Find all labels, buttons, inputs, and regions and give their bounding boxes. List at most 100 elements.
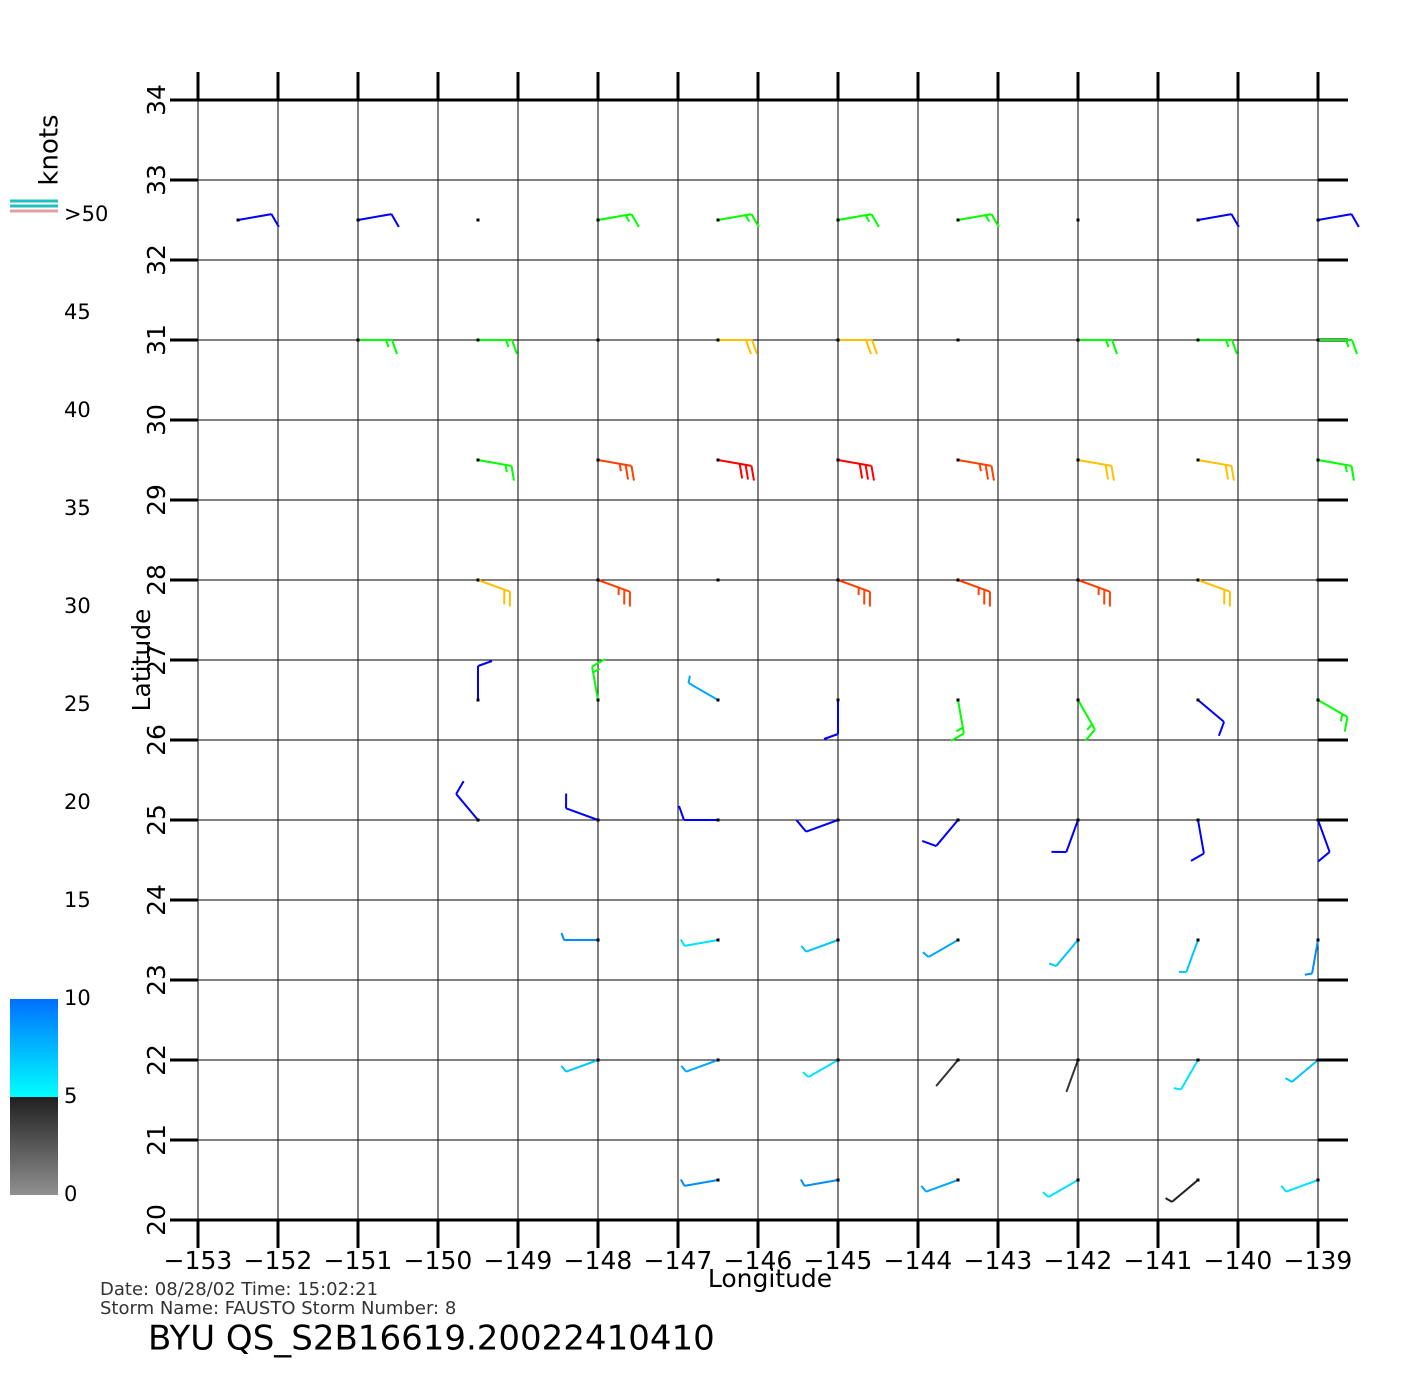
barb-shape bbox=[560, 1059, 599, 1073]
wind-barb bbox=[1196, 578, 1231, 607]
barb-base bbox=[836, 338, 840, 342]
x-tick-label: −145 bbox=[804, 1246, 873, 1275]
wind-barb bbox=[1316, 213, 1360, 228]
wind-barb bbox=[1196, 458, 1235, 481]
barb-base bbox=[956, 218, 960, 222]
barb-shape bbox=[560, 932, 598, 941]
barb-shape bbox=[800, 939, 839, 953]
colorbar-tick-label: 0 bbox=[64, 1182, 77, 1206]
barb-base bbox=[476, 218, 480, 222]
wind-barb bbox=[1076, 458, 1115, 481]
wind-barb bbox=[922, 938, 960, 958]
barb-shape bbox=[957, 459, 995, 481]
barb-base bbox=[1196, 818, 1200, 822]
x-tick-label: −149 bbox=[484, 1246, 553, 1275]
wind-barb bbox=[680, 1058, 720, 1073]
barb-base bbox=[836, 1178, 840, 1182]
barb-base bbox=[716, 698, 720, 702]
wind-barb bbox=[356, 213, 400, 228]
barb-base bbox=[956, 1058, 960, 1062]
wind-barb bbox=[1285, 1058, 1320, 1083]
barb-base bbox=[836, 1058, 840, 1062]
barb-base bbox=[1316, 698, 1320, 702]
barb-shape bbox=[1190, 819, 1205, 862]
barb-shape bbox=[357, 213, 400, 228]
wind-barb bbox=[716, 338, 758, 355]
barb-base bbox=[596, 818, 600, 822]
wind-barb bbox=[560, 932, 600, 942]
wind-barb bbox=[1076, 218, 1080, 222]
barb-shape bbox=[1051, 819, 1079, 853]
barb-shape bbox=[795, 819, 839, 833]
wind-barb bbox=[836, 213, 880, 228]
barb-shape bbox=[1197, 699, 1225, 737]
barb-shape bbox=[957, 579, 991, 607]
wind-barb bbox=[1190, 818, 1205, 862]
barb-base bbox=[1196, 338, 1200, 342]
wind-barb bbox=[1076, 338, 1118, 355]
barb-base bbox=[476, 458, 480, 462]
barb-base bbox=[1076, 1058, 1080, 1062]
x-tick-label: −141 bbox=[1124, 1246, 1193, 1275]
wind-barb bbox=[1316, 698, 1349, 732]
barb-shape bbox=[597, 579, 631, 607]
barb-shape bbox=[1318, 339, 1358, 355]
wind-barb bbox=[476, 578, 511, 607]
wind-barb bbox=[1048, 938, 1080, 967]
y-tick-label: 30 bbox=[142, 404, 171, 436]
wind-barb bbox=[1196, 698, 1225, 737]
wind-barb bbox=[476, 458, 515, 481]
colorbar-segment bbox=[10, 999, 58, 1097]
barb-base bbox=[1076, 578, 1080, 582]
barb-base bbox=[956, 338, 960, 342]
y-tick-label: 28 bbox=[142, 564, 171, 596]
wind-barb bbox=[1165, 1178, 1200, 1203]
wind-barb bbox=[1196, 213, 1240, 228]
barb-shape bbox=[1178, 939, 1199, 973]
x-tick-label: −153 bbox=[164, 1246, 233, 1275]
barb-base bbox=[596, 338, 600, 342]
barb-shape bbox=[838, 339, 878, 355]
wind-barb bbox=[1304, 938, 1320, 976]
barb-base bbox=[476, 818, 480, 822]
colorbar-tick-label: 15 bbox=[64, 888, 91, 912]
barb-shape bbox=[823, 700, 839, 740]
barb-base bbox=[1316, 338, 1320, 342]
barb-shape bbox=[591, 658, 606, 701]
barb-base bbox=[1076, 698, 1080, 702]
barb-shape bbox=[1317, 213, 1360, 228]
barb-shape bbox=[1042, 1179, 1079, 1198]
barb-shape bbox=[1077, 579, 1111, 607]
y-tick-label: 34 bbox=[142, 84, 171, 116]
y-tick-label: 31 bbox=[142, 324, 171, 356]
wind-barb bbox=[716, 213, 760, 228]
barb-base bbox=[836, 938, 840, 942]
barb-shape bbox=[950, 699, 965, 742]
wind-barb bbox=[565, 793, 600, 822]
wind-barb bbox=[1042, 1178, 1080, 1198]
barb-shape bbox=[921, 819, 959, 847]
barb-base bbox=[1316, 458, 1320, 462]
barb-shape bbox=[837, 579, 871, 607]
barb-base bbox=[956, 458, 960, 462]
barb-base bbox=[1076, 818, 1080, 822]
colorbar-tick-label: 5 bbox=[64, 1084, 77, 1108]
barb-base bbox=[716, 458, 720, 462]
barb-shape bbox=[837, 459, 875, 481]
barb-base bbox=[1076, 338, 1080, 342]
barb-base bbox=[596, 1058, 600, 1062]
barb-shape bbox=[477, 579, 511, 607]
barb-base bbox=[596, 938, 600, 942]
barb-shape bbox=[1197, 213, 1240, 228]
barb-shape bbox=[477, 660, 493, 700]
x-tick-label: −151 bbox=[324, 1246, 393, 1275]
barb-base bbox=[596, 578, 600, 582]
barb-shape bbox=[1197, 459, 1235, 481]
y-tick-label: 23 bbox=[142, 964, 171, 996]
barb-base bbox=[716, 218, 720, 222]
barb-shape bbox=[718, 580, 750, 606]
wind-barb bbox=[956, 578, 991, 607]
colorbar-tick-label: >50 bbox=[64, 202, 108, 226]
barb-base bbox=[956, 938, 960, 942]
barb-shape bbox=[1317, 819, 1331, 863]
